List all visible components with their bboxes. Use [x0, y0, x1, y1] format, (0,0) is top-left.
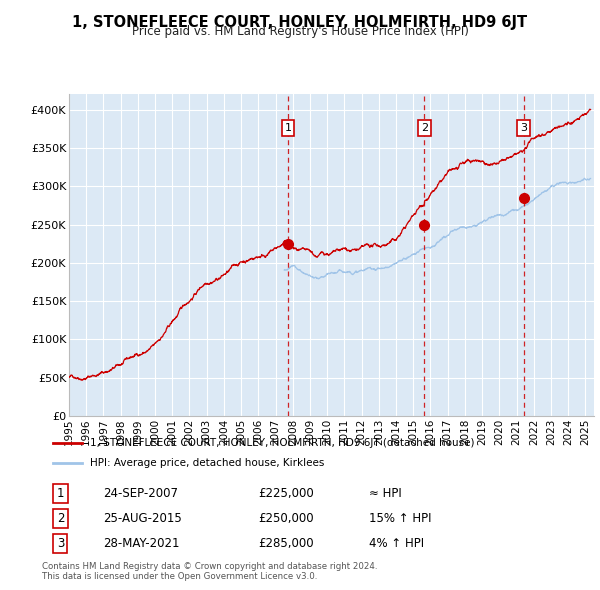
Text: 24-SEP-2007: 24-SEP-2007 — [103, 487, 178, 500]
Text: 3: 3 — [520, 123, 527, 133]
Text: Contains HM Land Registry data © Crown copyright and database right 2024.
This d: Contains HM Land Registry data © Crown c… — [42, 562, 377, 581]
Text: 28-MAY-2021: 28-MAY-2021 — [103, 537, 179, 550]
Text: ≈ HPI: ≈ HPI — [370, 487, 402, 500]
Text: £225,000: £225,000 — [259, 487, 314, 500]
Text: HPI: Average price, detached house, Kirklees: HPI: Average price, detached house, Kirk… — [89, 458, 324, 468]
Text: 1: 1 — [57, 487, 64, 500]
Text: Price paid vs. HM Land Registry's House Price Index (HPI): Price paid vs. HM Land Registry's House … — [131, 25, 469, 38]
Text: 1, STONEFLEECE COURT, HONLEY, HOLMFIRTH, HD9 6JT (detached house): 1, STONEFLEECE COURT, HONLEY, HOLMFIRTH,… — [89, 438, 474, 448]
Text: £285,000: £285,000 — [259, 537, 314, 550]
Text: 3: 3 — [57, 537, 64, 550]
Text: 2: 2 — [421, 123, 428, 133]
Text: 15% ↑ HPI: 15% ↑ HPI — [370, 512, 432, 525]
Text: 2: 2 — [57, 512, 64, 525]
Text: 4% ↑ HPI: 4% ↑ HPI — [370, 537, 424, 550]
Text: 1, STONEFLEECE COURT, HONLEY, HOLMFIRTH, HD9 6JT: 1, STONEFLEECE COURT, HONLEY, HOLMFIRTH,… — [73, 15, 527, 30]
Text: 1: 1 — [284, 123, 292, 133]
Text: 25-AUG-2015: 25-AUG-2015 — [103, 512, 181, 525]
Text: £250,000: £250,000 — [259, 512, 314, 525]
